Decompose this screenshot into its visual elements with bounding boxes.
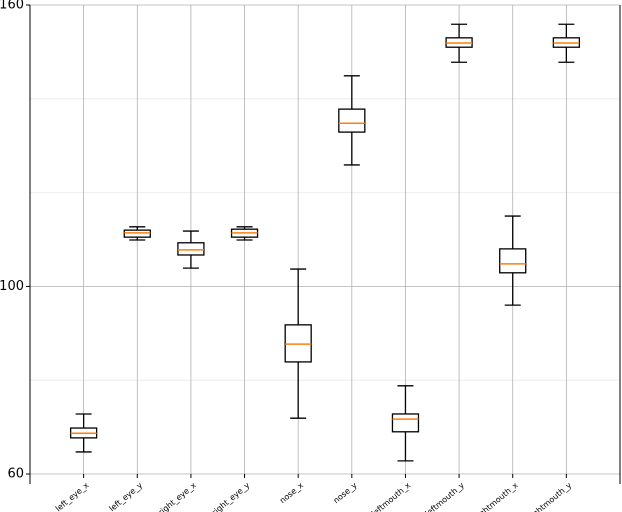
y-tick-label: 160 [0, 0, 24, 13]
y-tick-label: 60 [7, 467, 24, 482]
x-tick-label: leftmouth_x [370, 480, 412, 512]
x-tick-label: leftmouth_y [424, 480, 466, 512]
box [338, 108, 366, 133]
x-tick-label: left_eye_x [54, 480, 91, 512]
box [177, 242, 205, 256]
box [499, 248, 527, 274]
x-tick-label: right_eye_y [210, 480, 251, 512]
x-tick-label: rightmouth_x [473, 480, 520, 512]
x-tick-label: left_eye_y [108, 480, 145, 512]
box [391, 413, 420, 433]
x-tick-label: rightmouth_y [526, 480, 573, 512]
x-tick-label: nose_x [278, 480, 305, 505]
x-tick-label: nose_y [332, 480, 359, 505]
x-tick-label: right_eye_x [157, 480, 198, 512]
y-tick-label: 100 [0, 279, 24, 294]
